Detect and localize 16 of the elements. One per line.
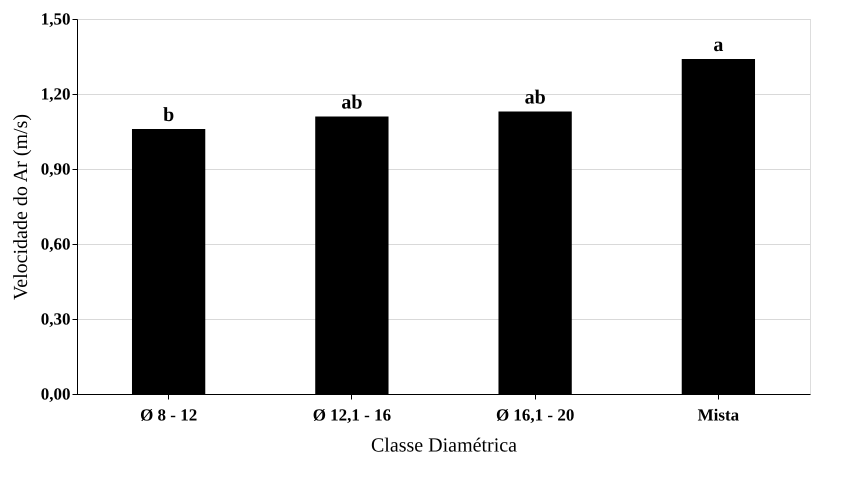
x-tick-label: Ø 8 - 12	[140, 406, 198, 424]
x-tick-label: Mista	[698, 406, 740, 424]
y-axis-title: Velocidade do Ar (m/s)	[10, 114, 32, 300]
annotation: ab	[341, 92, 362, 114]
y-tick-label: 1,50	[40, 10, 70, 28]
x-axis-title: Classe Diamétrica	[370, 434, 518, 456]
x-tick-label: Ø 16,1 - 20	[496, 406, 574, 424]
y-tick-label: 1,20	[40, 84, 70, 104]
y-tick-label: 0,30	[40, 310, 70, 328]
y-tick-label: 0,90	[40, 160, 70, 178]
y-tick-label: 0,60	[40, 234, 70, 254]
x-tick-label: Ø 12,1 - 16	[312, 406, 392, 424]
annotation: ab	[524, 86, 546, 108]
annotation: b	[163, 104, 174, 126]
annotation: a	[713, 34, 724, 56]
y-tick-label: 0,00	[40, 384, 70, 404]
